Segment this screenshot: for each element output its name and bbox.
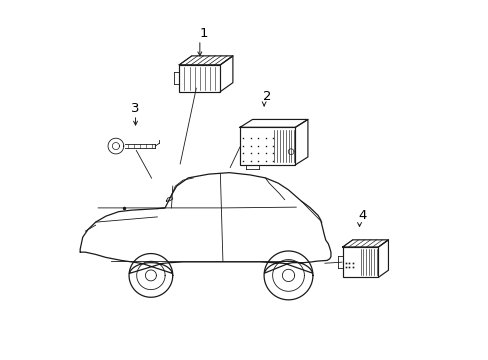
Text: 1: 1 [199,27,207,40]
Text: 4: 4 [358,209,366,222]
Text: 2: 2 [263,90,271,103]
Text: 3: 3 [131,102,140,115]
Bar [179,65,220,91]
Bar [342,247,378,277]
Bar [240,127,295,165]
